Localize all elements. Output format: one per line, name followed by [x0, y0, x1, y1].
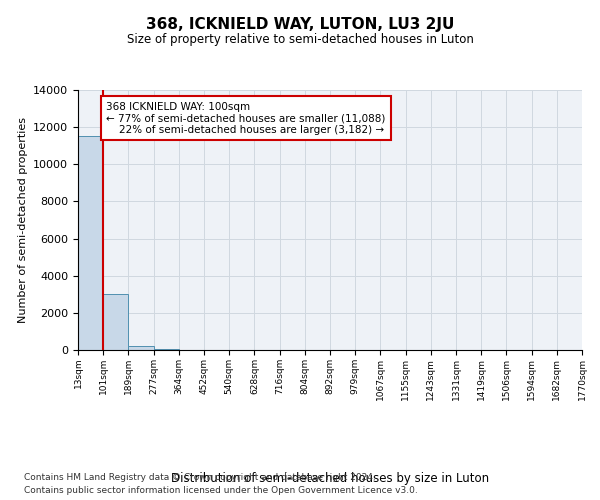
Text: Contains public sector information licensed under the Open Government Licence v3: Contains public sector information licen…: [24, 486, 418, 495]
Text: Size of property relative to semi-detached houses in Luton: Size of property relative to semi-detach…: [127, 32, 473, 46]
Text: Contains HM Land Registry data © Crown copyright and database right 2024.: Contains HM Land Registry data © Crown c…: [24, 472, 376, 482]
Y-axis label: Number of semi-detached properties: Number of semi-detached properties: [17, 117, 28, 323]
Text: 368, ICKNIELD WAY, LUTON, LU3 2JU: 368, ICKNIELD WAY, LUTON, LU3 2JU: [146, 18, 454, 32]
X-axis label: Distribution of semi-detached houses by size in Luton: Distribution of semi-detached houses by …: [171, 472, 489, 485]
Text: 368 ICKNIELD WAY: 100sqm
← 77% of semi-detached houses are smaller (11,088)
    : 368 ICKNIELD WAY: 100sqm ← 77% of semi-d…: [106, 102, 385, 135]
Bar: [128, 346, 154, 350]
Bar: [154, 349, 179, 350]
Bar: [103, 294, 128, 350]
Bar: [78, 136, 103, 350]
